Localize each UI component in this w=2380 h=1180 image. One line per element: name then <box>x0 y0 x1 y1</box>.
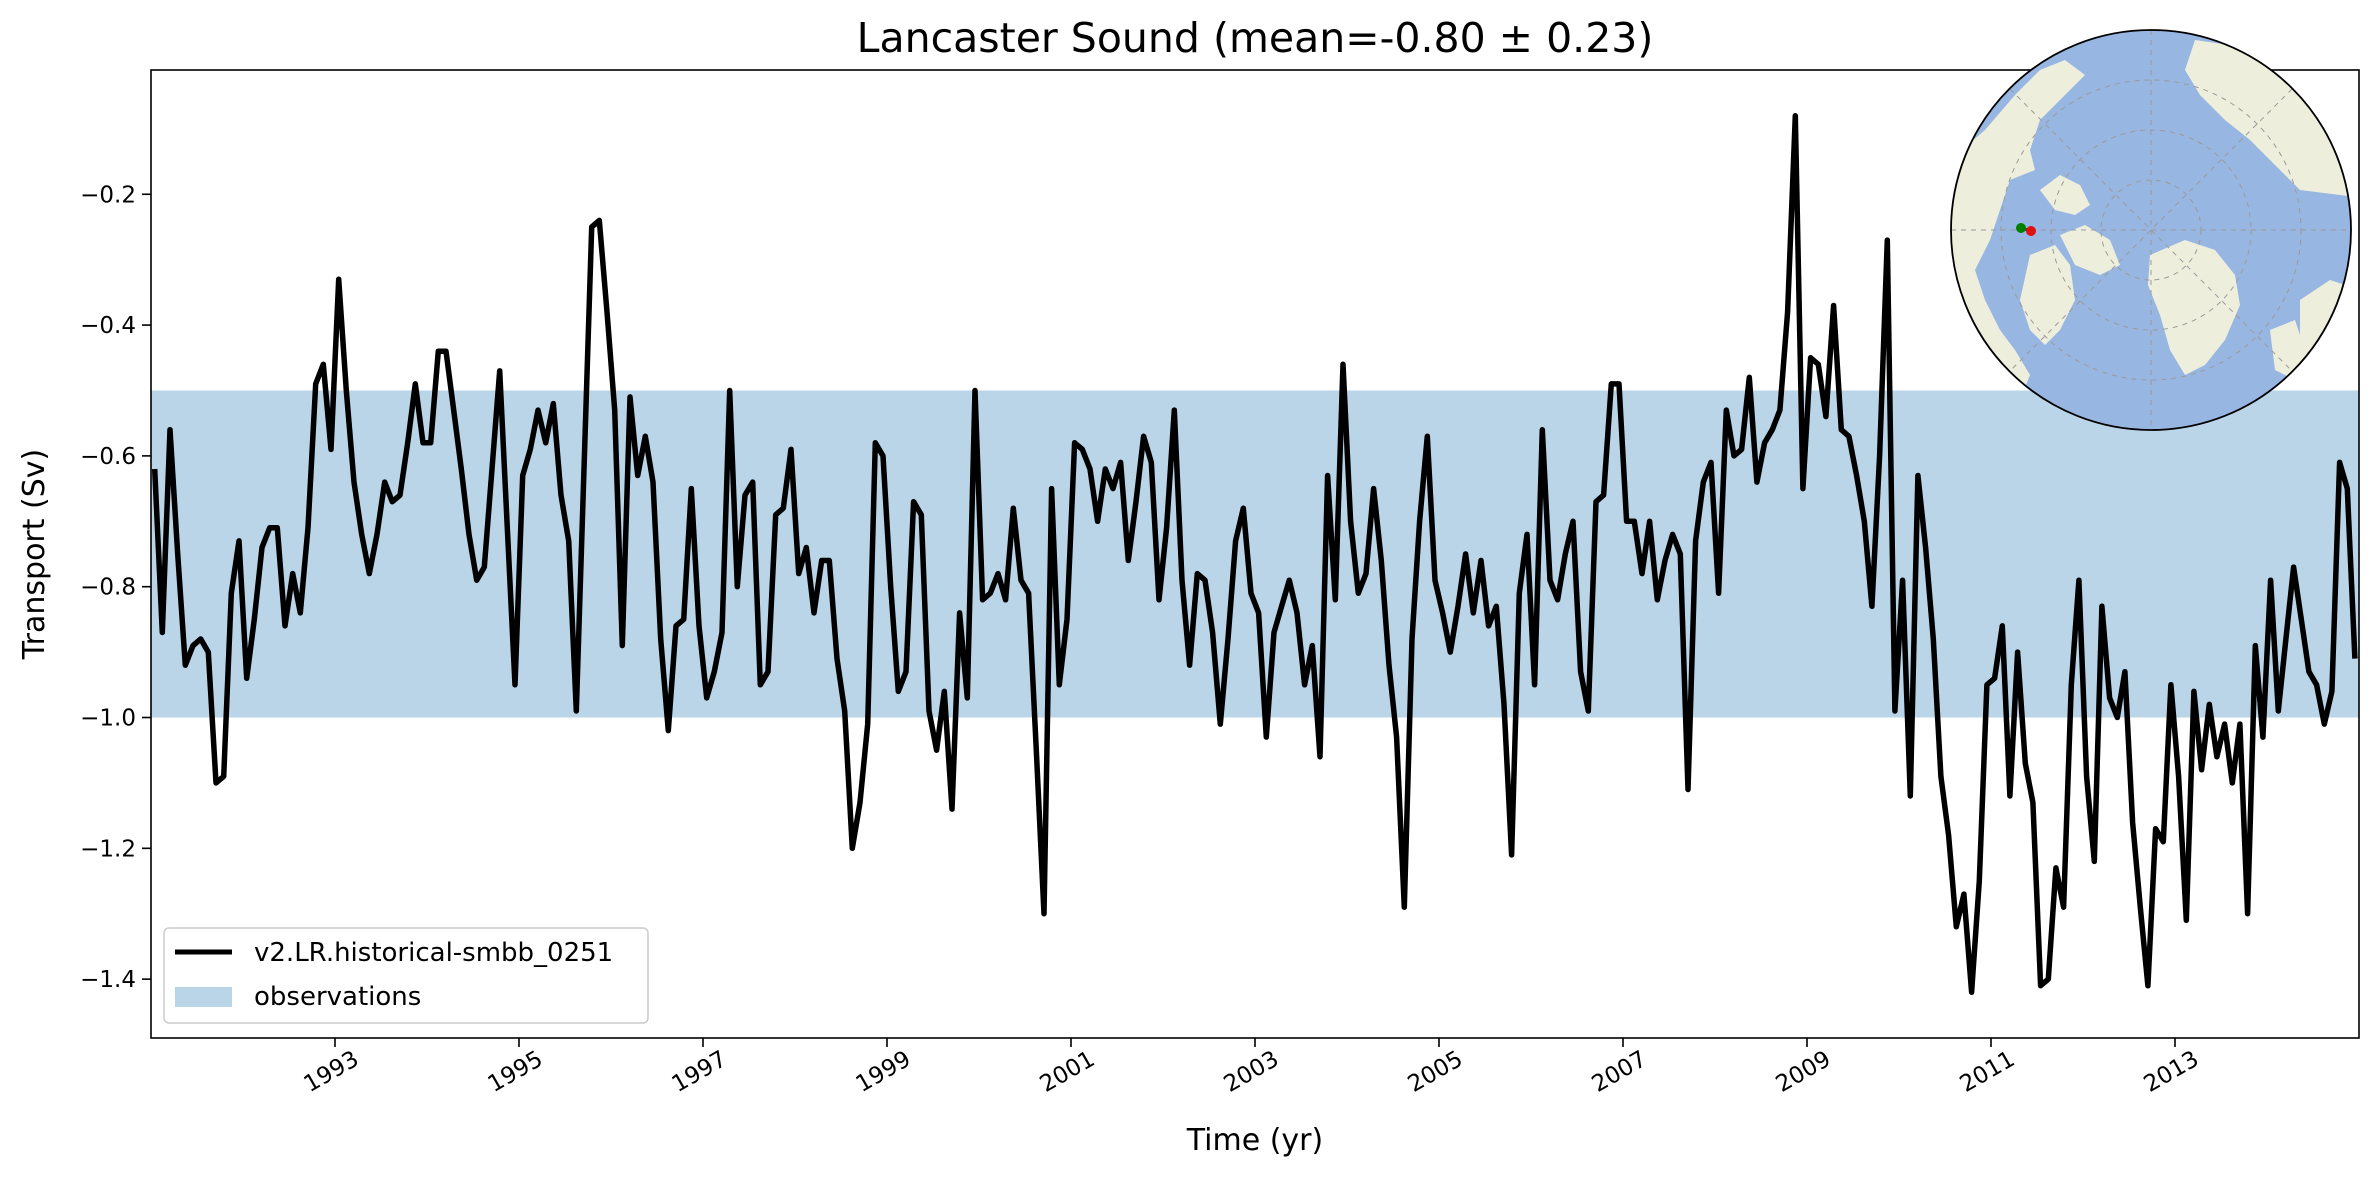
x-tick-label: 2013 <box>2140 1046 2204 1098</box>
graticule-meridian-45 <box>2009 88 2293 372</box>
series-line <box>151 113 2358 995</box>
x-axis-title: Time (yr) <box>1186 1123 1323 1158</box>
land-greenland <box>2148 240 2240 375</box>
graticule-meridian-135 <box>2009 88 2293 372</box>
legend-observations-label: observations <box>254 982 421 1012</box>
y-tick-label: −1.2 <box>80 836 136 862</box>
series-layer <box>151 113 2358 995</box>
x-tick-label: 2005 <box>1404 1046 1468 1098</box>
land-baffin-island <box>2060 225 2120 275</box>
x-tick-label: 2011 <box>1956 1046 2020 1098</box>
inset-map-border <box>1950 29 2352 431</box>
x-axis-ticks: 1993 1995 1997 1999 2001 2003 2005 2007 2009 2011… <box>300 1038 2204 1098</box>
green-marker <box>2016 223 2026 233</box>
x-tick-label: 2007 <box>1588 1046 1652 1098</box>
y-axis-title: Transport (Sv) <box>17 449 52 661</box>
x-tick-label: 2001 <box>1036 1046 1100 1098</box>
y-tick-label: −0.8 <box>80 575 136 601</box>
legend-observations-swatch <box>175 987 232 1007</box>
inset-map-graticule <box>1951 30 2351 430</box>
y-tick-label: −0.4 <box>80 313 136 339</box>
land-hudson-bay-coast <box>2020 245 2075 345</box>
x-tick-label: 2003 <box>1220 1046 1284 1098</box>
red-marker <box>2026 226 2036 236</box>
land-eurasia <box>2185 40 2351 200</box>
y-tick-label: −1.4 <box>80 967 136 993</box>
inset-map <box>1950 29 2352 431</box>
x-tick-label: 2009 <box>1772 1046 1836 1098</box>
legend-series-label: v2.LR.historical-smbb_0251 <box>254 938 613 968</box>
legend: v2.LR.historical-smbb_0251 observations <box>163 927 649 1024</box>
land-scandinavia <box>2270 320 2305 380</box>
x-tick-label: 1993 <box>300 1046 364 1098</box>
observations-band <box>151 390 2359 718</box>
x-tick-label: 1999 <box>852 1046 916 1098</box>
y-tick-label: −0.2 <box>80 182 136 208</box>
legend-box <box>163 927 649 1024</box>
x-tick-label: 1995 <box>484 1046 548 1098</box>
chart-title: Lancaster Sound (mean=-0.80 ± 0.23) <box>857 14 1654 62</box>
y-tick-label: −1.0 <box>80 706 136 732</box>
observations-band-layer <box>151 390 2359 718</box>
x-tick-label: 1997 <box>668 1046 732 1098</box>
y-tick-label: −0.6 <box>80 444 136 470</box>
y-axis-ticks: −1.4 −1.2 −1.0 −0.8 −0.6 −0.4 −0.2 <box>80 182 151 993</box>
land-canadian-archipelago <box>2040 175 2090 215</box>
